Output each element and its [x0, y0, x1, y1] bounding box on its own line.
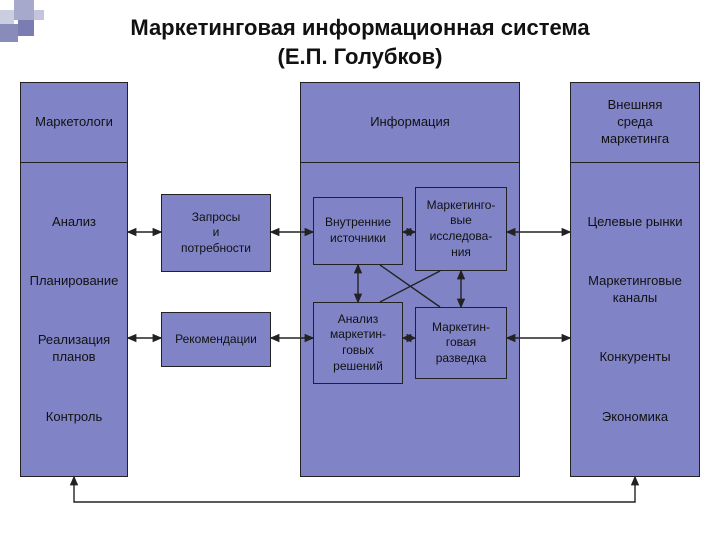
txt: Маркетин-	[432, 320, 490, 336]
node-recommendations: Рекомендации	[161, 312, 271, 367]
node-external-environment: Внешняя среда маркетинга Целевые рынки М…	[570, 82, 700, 477]
node-internal-sources: Внутренние источники	[313, 197, 403, 265]
txt: вые	[450, 213, 472, 229]
label-implementation: Реализация планов	[25, 332, 123, 366]
diagram-canvas: Маркетологи Анализ Планирование Реализац…	[20, 82, 700, 522]
txt: и	[213, 225, 220, 241]
node-information: Информация	[300, 82, 520, 477]
txt: говых	[342, 343, 374, 359]
label-analysis: Анализ	[52, 214, 96, 231]
txt: среда	[617, 114, 653, 129]
txt: Запросы	[192, 210, 240, 226]
node-information-header: Информация	[301, 83, 519, 163]
label-economy: Экономика	[602, 409, 668, 426]
txt: Внутренние	[325, 215, 391, 231]
page-title: Маркетинговая информационная система (Е.…	[0, 14, 720, 71]
node-external-body: Целевые рынки Маркетинговые каналы Конку…	[571, 163, 699, 476]
txt: исследова-	[430, 229, 493, 245]
node-marketing-intelligence: Маркетин- говая разведка	[415, 307, 507, 379]
node-marketers-header: Маркетологи	[21, 83, 127, 163]
node-marketers: Маркетологи Анализ Планирование Реализац…	[20, 82, 128, 477]
node-marketing-research: Маркетинго- вые исследова- ния	[415, 187, 507, 271]
txt: маркетин-	[330, 327, 386, 343]
label-competitors: Конкуренты	[599, 349, 670, 366]
txt: источники	[330, 231, 386, 247]
title-line-1: Маркетинговая информационная система	[130, 15, 589, 40]
txt: говая	[446, 335, 476, 351]
label-control: Контроль	[46, 409, 102, 426]
txt: Маркетинго-	[427, 198, 496, 214]
txt: Анализ	[338, 312, 379, 328]
node-requests: Запросы и потребности	[161, 194, 271, 272]
txt: Внешняя	[608, 97, 663, 112]
label-planning: Планирование	[30, 273, 119, 290]
label-channels: Маркетинговые каналы	[575, 273, 695, 307]
node-decision-analysis: Анализ маркетин- говых решений	[313, 302, 403, 384]
txt: ния	[451, 245, 471, 261]
title-line-2: (Е.П. Голубков)	[278, 44, 443, 69]
txt: разведка	[436, 351, 487, 367]
label-information: Информация	[370, 114, 450, 131]
txt: решений	[333, 359, 383, 375]
label-marketers: Маркетологи	[35, 114, 113, 131]
node-external-header: Внешняя среда маркетинга	[571, 83, 699, 163]
label-target-markets: Целевые рынки	[587, 214, 682, 231]
node-marketers-body: Анализ Планирование Реализация планов Ко…	[21, 163, 127, 476]
txt: маркетинга	[601, 131, 669, 146]
txt: потребности	[181, 241, 251, 257]
txt: Рекомендации	[175, 332, 257, 348]
